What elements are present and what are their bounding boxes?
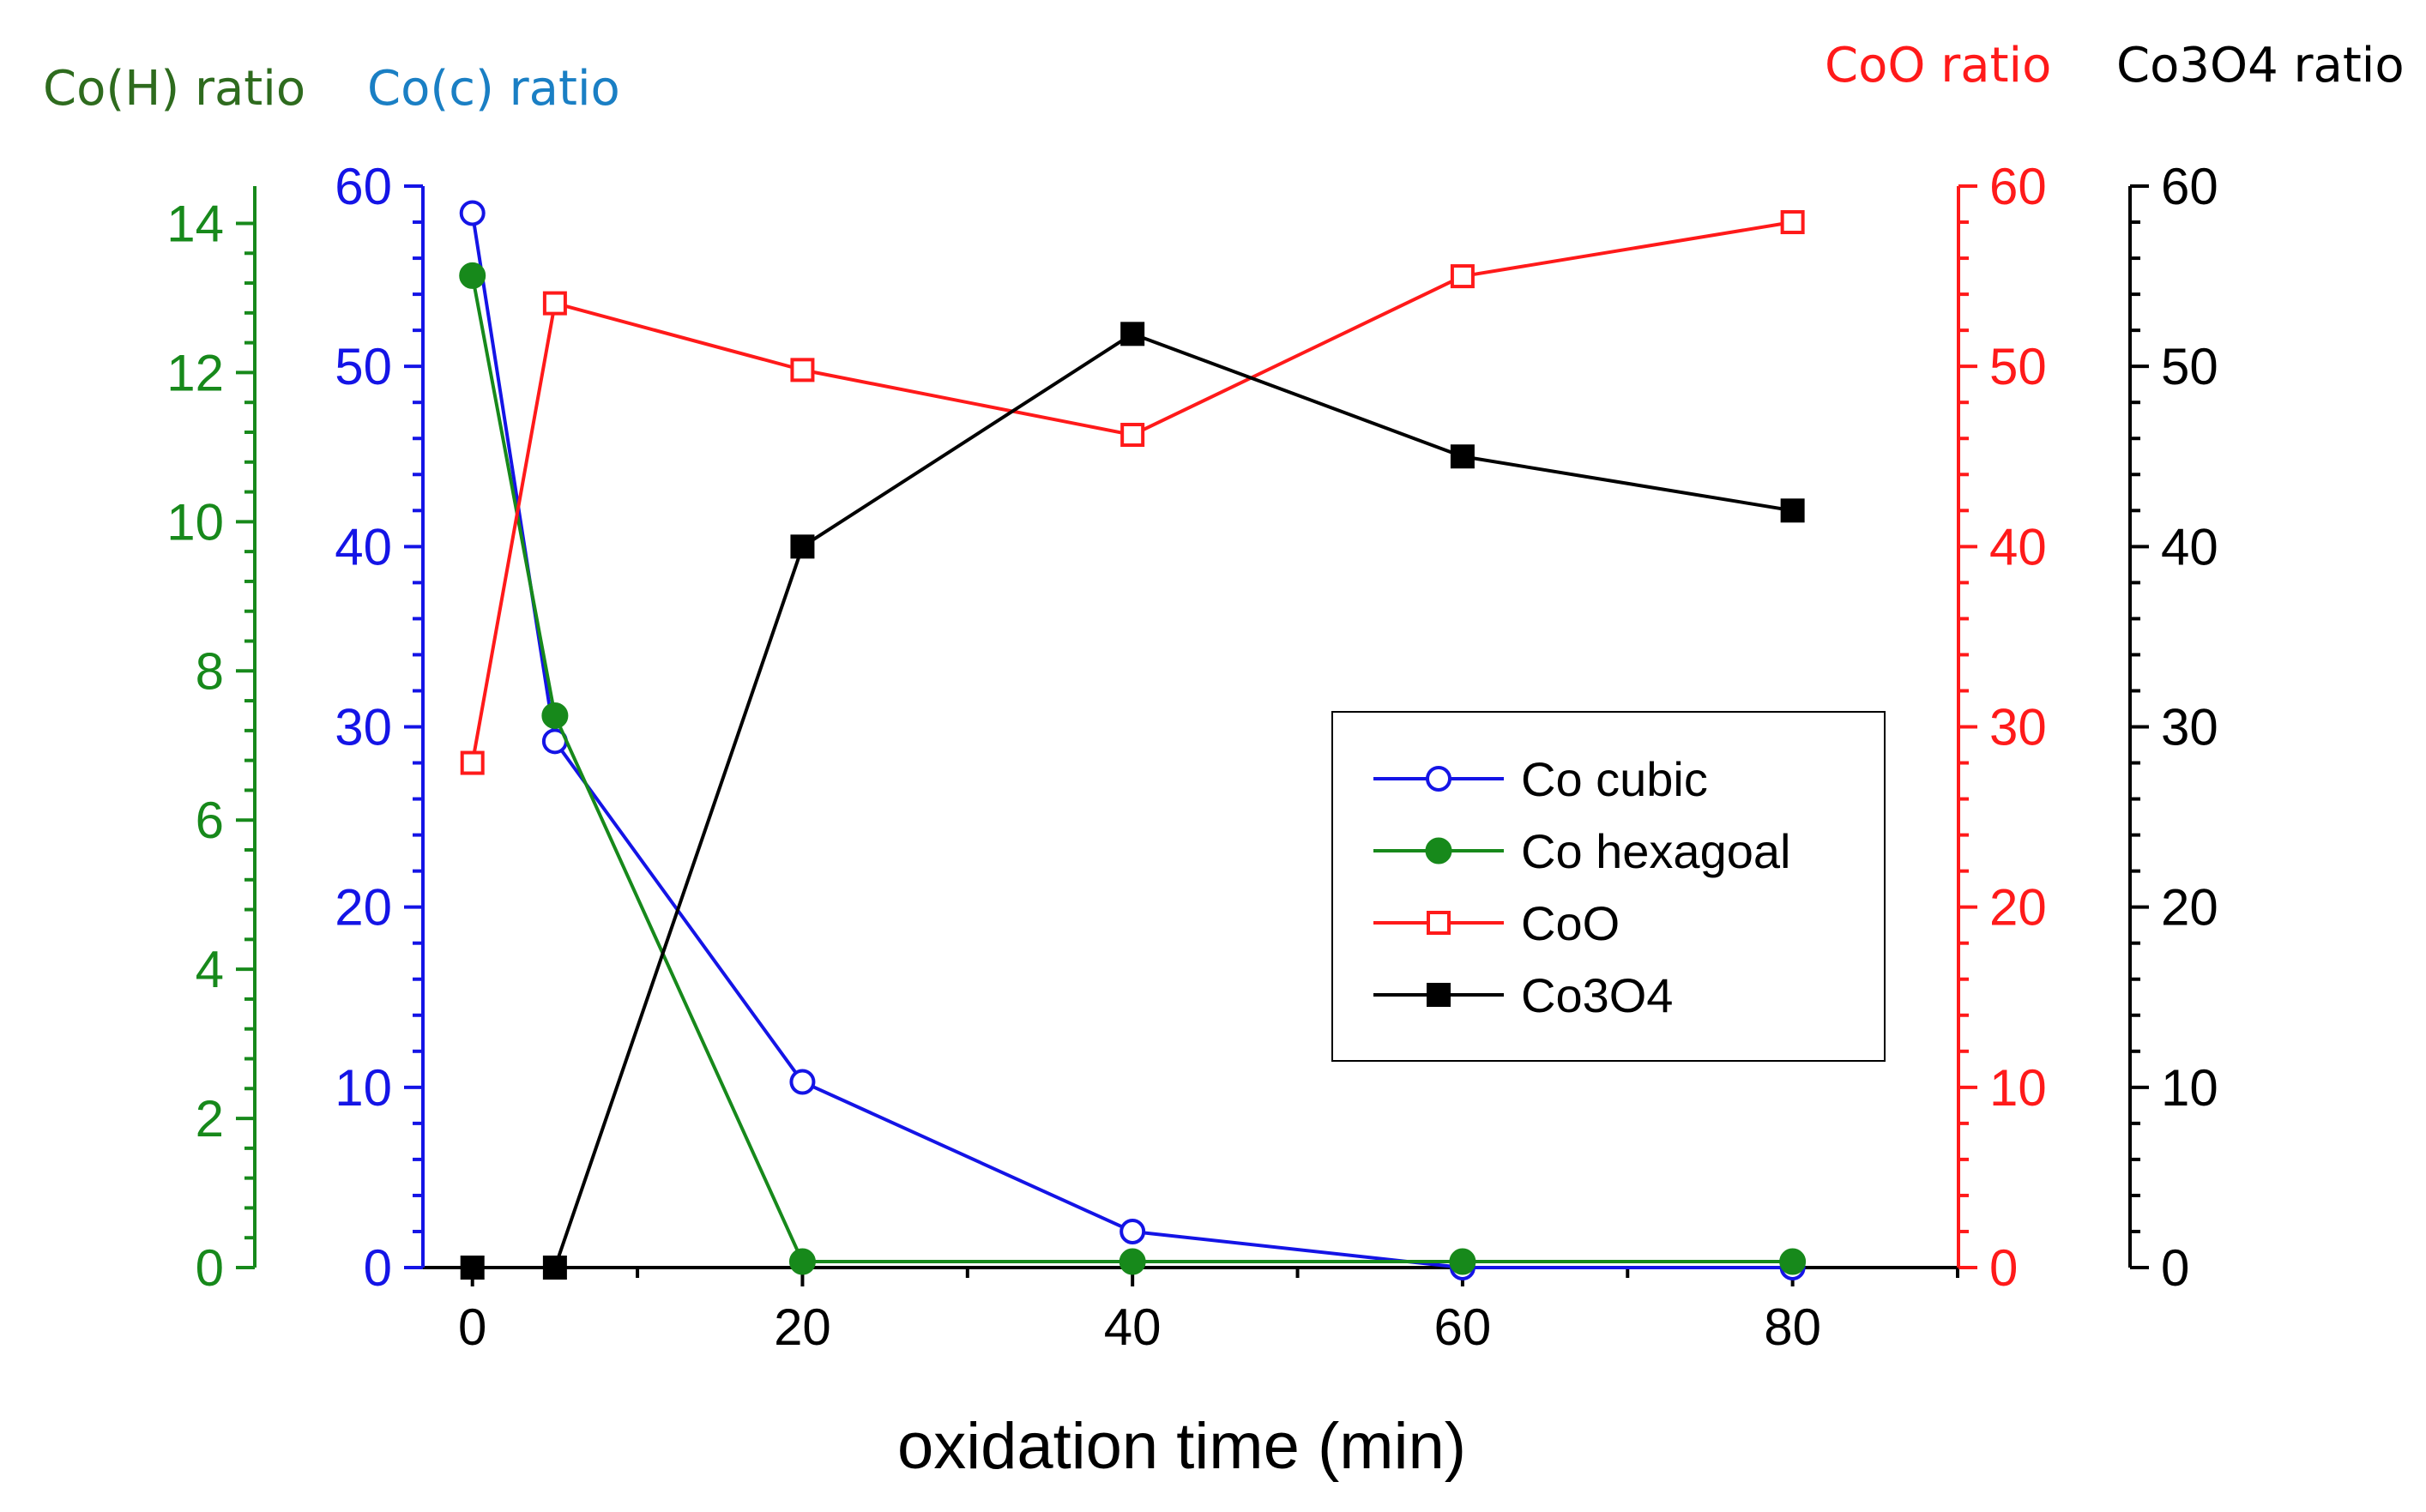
coo-tick-label: 50 [1989, 338, 2047, 395]
data-point [790, 534, 815, 559]
legend-marker [1427, 983, 1451, 1007]
coc-tick-label: 0 [364, 1239, 392, 1297]
data-point [1120, 423, 1145, 448]
series-layer [459, 200, 1807, 1280]
legend-item: CoO [1373, 896, 1620, 950]
x-tick-label: 0 [458, 1298, 486, 1356]
data-point [1450, 264, 1475, 289]
series-line [470, 213, 1793, 1269]
data-point [1780, 498, 1805, 523]
data-point [459, 200, 486, 226]
data-point [788, 1248, 816, 1275]
legend-label: CoO [1521, 896, 1620, 950]
series-co-hexagoal [459, 262, 1807, 1275]
series-coo [460, 210, 1805, 775]
coo-tick-label: 30 [1989, 699, 2047, 756]
coh-tick-label: 8 [196, 642, 224, 700]
coc-tick-label: 20 [335, 879, 392, 937]
x-axis-title: oxidation time (min) [897, 1410, 1466, 1483]
legend-item: Co3O4 [1373, 968, 1673, 1022]
axes-layer: 0 20 40 60 80 0 2 4 6 8 10 12 14 0 10 20 30 40 50 60 0 10 20 30… [166, 158, 2218, 1356]
legend-box [1331, 711, 1886, 1062]
x-tick-label: 20 [774, 1298, 831, 1356]
co3o4-axis-title: Co3O4 ratio [2116, 38, 2405, 93]
coo-tick-label: 40 [1989, 518, 2047, 575]
coc-tick-label: 30 [335, 699, 392, 756]
coh-tick-label: 10 [166, 493, 224, 551]
coh-tick-label: 14 [166, 195, 224, 252]
coo-tick-label: 0 [1989, 1239, 2018, 1297]
legend-marker [1426, 766, 1451, 792]
data-point [1119, 1218, 1146, 1244]
data-point [542, 291, 567, 316]
co3o4-tick-label: 0 [2161, 1239, 2189, 1297]
x-tick-label: 40 [1104, 1298, 1162, 1356]
data-point [460, 750, 485, 775]
data-point [541, 702, 569, 729]
data-point [1780, 210, 1805, 235]
legend-label: Co cubic [1521, 752, 1708, 806]
co3o4-tick-label: 30 [2161, 699, 2218, 756]
data-point [1120, 322, 1145, 346]
legend: Co cubic Co hexagoal CoO Co3O4 [1331, 711, 1886, 1062]
co3o4-tick-label: 10 [2161, 1059, 2218, 1117]
series-line [472, 332, 1793, 1269]
legend-item: Co hexagoal [1373, 824, 1790, 878]
coc-tick-label: 60 [335, 158, 392, 215]
coo-tick-label: 10 [1989, 1059, 2047, 1117]
data-point [790, 358, 815, 383]
co3o4-tick-label: 50 [2161, 338, 2218, 395]
data-point [1119, 1248, 1146, 1275]
coc-tick-label: 10 [335, 1059, 392, 1117]
data-point [1450, 444, 1475, 469]
coo-tick-label: 20 [1989, 879, 2047, 937]
series-line [470, 220, 1793, 763]
data-point [542, 1256, 567, 1280]
coh-tick-label: 0 [196, 1239, 224, 1297]
legend-label: Co hexagoal [1521, 824, 1790, 878]
coh-tick-label: 12 [166, 344, 224, 401]
legend-item: Co cubic [1373, 752, 1708, 806]
coh-axis-title: Co(H) ratio [43, 61, 305, 117]
series-co3o4 [460, 322, 1805, 1280]
legend-marker [1425, 837, 1452, 864]
data-point [789, 1069, 816, 1095]
x-tick-label: 80 [1764, 1298, 1821, 1356]
coh-tick-label: 4 [196, 941, 224, 998]
co3o4-tick-label: 60 [2161, 158, 2218, 215]
axis-titles: oxidation time (min) Co(H) ratio Co(c) rat… [43, 38, 2405, 1483]
coc-tick-label: 50 [335, 338, 392, 395]
coc-axis-title: Co(c) ratio [367, 61, 620, 117]
co3o4-tick-label: 40 [2161, 518, 2218, 575]
coh-tick-label: 6 [196, 792, 224, 849]
coc-tick-label: 40 [335, 518, 392, 575]
series-line [470, 274, 1793, 1264]
x-tick-label: 60 [1434, 1298, 1492, 1356]
legend-label: Co3O4 [1521, 968, 1673, 1022]
data-point [459, 262, 486, 289]
coo-tick-label: 60 [1989, 158, 2047, 215]
legend-marker [1427, 911, 1451, 935]
co3o4-tick-label: 20 [2161, 879, 2218, 937]
data-point [1779, 1248, 1807, 1275]
coh-tick-label: 2 [196, 1090, 224, 1148]
coo-axis-title: CoO ratio [1825, 38, 2051, 93]
data-point [1449, 1248, 1476, 1275]
data-point [460, 1256, 485, 1280]
